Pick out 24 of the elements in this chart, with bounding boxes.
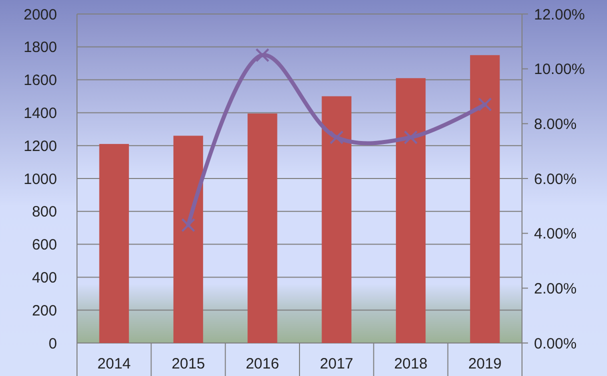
- y2-tick-label: 10.00%: [534, 61, 585, 78]
- y2-tick-label: 4.00%: [534, 226, 577, 243]
- y-tick-label: 2000: [24, 6, 57, 24]
- y2-tick-label: 0.00%: [534, 335, 577, 352]
- y-tick-label: 1000: [24, 170, 57, 188]
- y-tick-label: 400: [32, 269, 57, 286]
- y-tick-label: 600: [32, 236, 57, 254]
- y-tick-label: 1400: [24, 104, 57, 122]
- y-tick-label: 1600: [24, 72, 57, 90]
- y2-tick-label: 2.00%: [534, 280, 577, 298]
- y-tick-label: 0: [48, 335, 57, 352]
- y2-tick-label: 8.00%: [534, 116, 577, 133]
- x-tick-label: 2018: [394, 355, 428, 372]
- y-tick-label: 1800: [24, 39, 57, 56]
- x-tick-label: 2015: [172, 355, 205, 372]
- x-tick-label: 2016: [246, 355, 280, 372]
- x-tick-label: 2014: [97, 355, 131, 372]
- y-tick-label: 800: [32, 204, 57, 221]
- y-tick-label: 1200: [24, 138, 57, 155]
- y-tick-label: 200: [32, 302, 57, 320]
- y2-tick-label: 6.00%: [534, 170, 577, 188]
- x-tick-label: 2019: [468, 355, 502, 372]
- x-tick-label: 2017: [320, 355, 354, 372]
- y2-tick-label: 12.00%: [534, 6, 585, 24]
